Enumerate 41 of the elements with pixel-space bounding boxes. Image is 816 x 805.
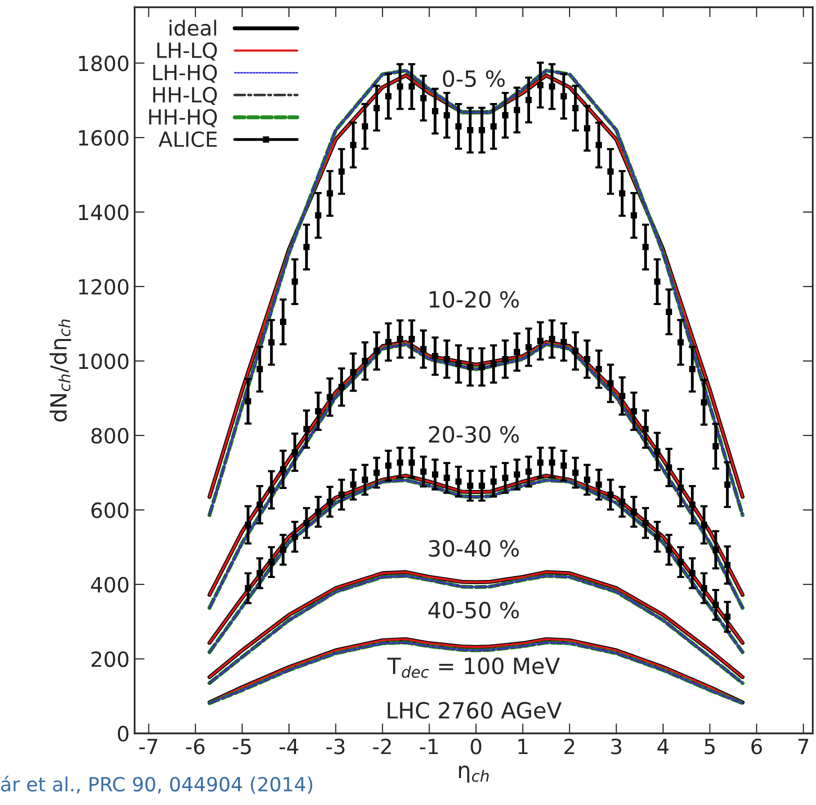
x-tick-label: 2 bbox=[564, 738, 574, 754]
y-tick-label: 1000 bbox=[79, 353, 128, 370]
x-tick-label: 7 bbox=[798, 738, 808, 754]
y-axis-title: dN$_{ch}$/dη$_{ch}$ bbox=[50, 320, 72, 422]
y-tick-label: 1800 bbox=[79, 56, 128, 72]
x-tick-label: -1 bbox=[420, 738, 438, 754]
legend-label: LH-LQ bbox=[157, 42, 217, 61]
x-tick-label: 1 bbox=[518, 738, 528, 754]
y-tick-label: 200 bbox=[92, 651, 128, 668]
y-tick-label: 0 bbox=[118, 726, 128, 742]
legend-label: LH-HQ bbox=[153, 64, 217, 83]
x-tick-label: -3 bbox=[326, 738, 344, 754]
x-tick-label: -5 bbox=[232, 738, 251, 754]
x-tick-label: 4 bbox=[657, 738, 669, 754]
x-tick-label: -6 bbox=[186, 738, 205, 754]
x-tick-label: 3 bbox=[611, 738, 622, 754]
legend-label: ALICE bbox=[158, 131, 217, 148]
annotation: T$_{dec}$ = 100 MeV bbox=[387, 657, 560, 678]
y-tick-label: 400 bbox=[91, 576, 128, 593]
y-tick-label: 1400 bbox=[79, 204, 128, 220]
y-tick-label: 1200 bbox=[79, 278, 128, 295]
text: ár et al., PRC 90, 044904 (2014) bbox=[1, 776, 312, 794]
y-tick-label: 800 bbox=[91, 428, 128, 444]
x-tick-label: 0 bbox=[470, 738, 482, 754]
y-tick-label: 600 bbox=[91, 502, 128, 518]
annotation: LHC 2760 AGeV bbox=[388, 702, 562, 719]
x-tick-label: -7 bbox=[139, 738, 158, 754]
annotation: 10-20 % bbox=[430, 290, 519, 308]
x-tick-label: -2 bbox=[373, 738, 391, 754]
annotation: 20-30 % bbox=[428, 426, 519, 443]
x-tick-label: -4 bbox=[280, 738, 298, 754]
x-tick-label: 5 bbox=[704, 738, 715, 754]
annotation: 30-40 % bbox=[429, 540, 519, 557]
legend-label: ideal bbox=[170, 20, 216, 36]
annotation: 40-50 % bbox=[428, 602, 519, 619]
annotation: 0-5 % bbox=[442, 70, 505, 88]
x-tick-label: 6 bbox=[751, 738, 762, 754]
x-axis-title: η$_{ch}$ bbox=[459, 766, 489, 783]
legend-label: HH-HQ bbox=[149, 109, 217, 128]
legend-label: HH-LQ bbox=[153, 86, 217, 105]
y-tick-label: 1600 bbox=[79, 130, 128, 146]
